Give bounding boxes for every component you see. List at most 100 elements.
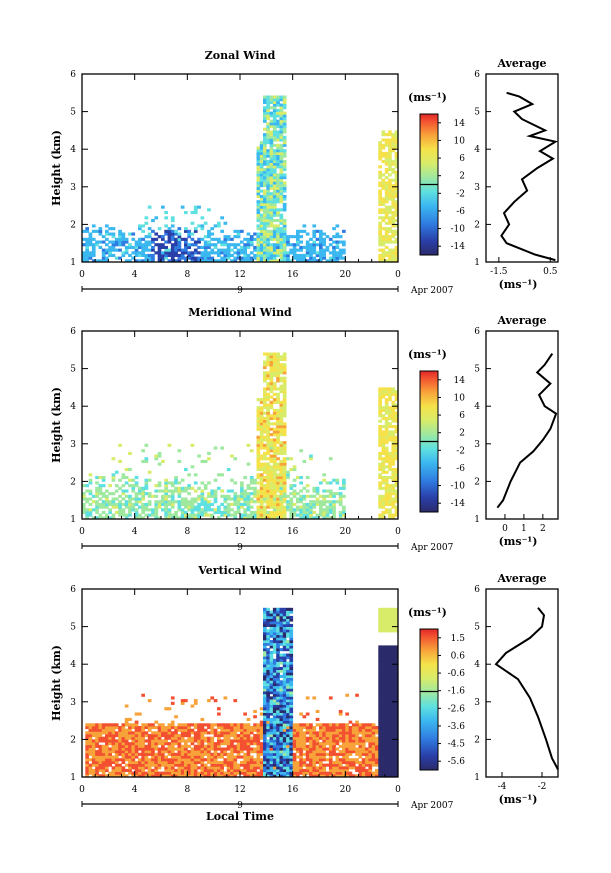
heatmap-cell (154, 457, 159, 461)
heatmap-cell (299, 513, 303, 517)
heatmap-cell (138, 227, 142, 231)
heatmap-cell (269, 470, 274, 474)
heatmap-cell (276, 494, 280, 498)
heatmap-cell (299, 712, 303, 716)
heatmap-cell (240, 728, 244, 732)
heatmap-cell (95, 728, 99, 732)
heatmap-cell (279, 696, 284, 700)
heatmap-cell (378, 465, 382, 469)
heatmap-cell (282, 237, 287, 241)
heatmap-cell (276, 712, 280, 716)
heatmap-cell (388, 181, 392, 185)
heatmap-cell (187, 763, 191, 767)
heatmap-cell (378, 752, 382, 756)
heatmap-cell (279, 119, 284, 123)
heatmap-cell (282, 607, 287, 611)
heatmap-cell (138, 245, 142, 249)
heatmap-cell (184, 502, 188, 506)
heatmap-cell (335, 731, 340, 735)
heatmap-cell (243, 489, 247, 493)
heatmap-cell (95, 516, 99, 520)
heatmap-cell (203, 240, 208, 244)
heatmap-cell (154, 505, 159, 509)
heatmap-cell (147, 248, 152, 252)
profile-y-tick-label: 3 (474, 183, 480, 193)
heatmap-cell (384, 704, 389, 708)
heatmap-cell (282, 427, 287, 431)
heatmap-cell (384, 229, 389, 233)
heatmap-cell (332, 747, 336, 751)
heatmap-cell (259, 243, 264, 247)
heatmap-cell (138, 760, 142, 764)
heatmap-cell (269, 403, 274, 407)
heatmap-cell (286, 632, 290, 636)
heatmap-cell (101, 731, 106, 735)
heatmap-cell (322, 500, 326, 504)
heatmap-cell (345, 742, 349, 746)
heatmap-cell (381, 449, 386, 453)
heatmap-cell (394, 200, 399, 204)
heatmap-cell (266, 723, 270, 727)
heatmap-cell (272, 189, 277, 193)
heatmap-cell (272, 205, 277, 209)
heatmap-cell (230, 744, 234, 748)
heatmap-cell (236, 728, 241, 732)
heatmap-cell (121, 232, 126, 236)
heatmap-cell (286, 672, 290, 676)
heatmap-cell (259, 184, 264, 188)
heatmap-cell (121, 774, 126, 778)
heatmap-cell (263, 371, 267, 375)
heatmap-cell (243, 494, 247, 498)
heatmap-cell (187, 245, 191, 249)
heatmap-cell (384, 392, 389, 396)
heatmap-cell (203, 739, 208, 743)
heatmap-cell (276, 613, 280, 617)
heatmap-cell (381, 406, 386, 410)
heatmap-cell (203, 505, 208, 509)
heatmap-cell (263, 640, 267, 644)
heatmap-cell (157, 256, 162, 260)
heatmap-cell (207, 508, 211, 512)
heatmap-cell (144, 221, 149, 225)
heatmap-cell (322, 494, 326, 498)
heatmap-cell (259, 443, 264, 447)
heatmap-cell (190, 243, 195, 247)
heatmap-cell (249, 774, 254, 778)
heatmap-cell (193, 744, 198, 748)
heatmap-cell (134, 259, 139, 263)
heatmap-cell (328, 763, 333, 767)
heatmap-cell (88, 742, 93, 746)
heatmap-cell (328, 728, 333, 732)
heatmap-cell (124, 752, 129, 756)
heatmap-cell (272, 677, 277, 681)
heatmap-cell (138, 766, 142, 770)
heatmap-cell (88, 736, 93, 740)
heatmap-cell (187, 736, 191, 740)
heatmap-cell (220, 502, 224, 506)
heatmap-cell (263, 135, 267, 139)
heatmap-cell (253, 728, 257, 732)
heatmap-cell (272, 130, 277, 134)
heatmap-cell (378, 208, 382, 212)
heatmap-cell (114, 750, 119, 754)
heatmap-cell (266, 189, 270, 193)
heatmap-cell (276, 371, 280, 375)
heatmap-cell (269, 141, 274, 145)
heatmap-cell (371, 744, 376, 748)
heatmap-cell (345, 731, 349, 735)
heatmap-cell (381, 658, 386, 662)
heatmap-cell (381, 610, 386, 614)
heatmap-cell (259, 728, 264, 732)
heatmap-cell (259, 771, 264, 775)
heatmap-cell (286, 653, 290, 657)
heatmap-cell (263, 98, 267, 102)
heatmap-cell (134, 760, 139, 764)
heatmap-cell (312, 731, 317, 735)
heatmap-cell (276, 176, 280, 180)
heatmap-cell (394, 240, 399, 244)
heatmap-cell (141, 508, 145, 512)
heatmap-cell (394, 513, 399, 517)
heatmap-cell (279, 363, 284, 367)
heatmap-cell (105, 237, 109, 241)
heatmap-cell (121, 489, 126, 493)
